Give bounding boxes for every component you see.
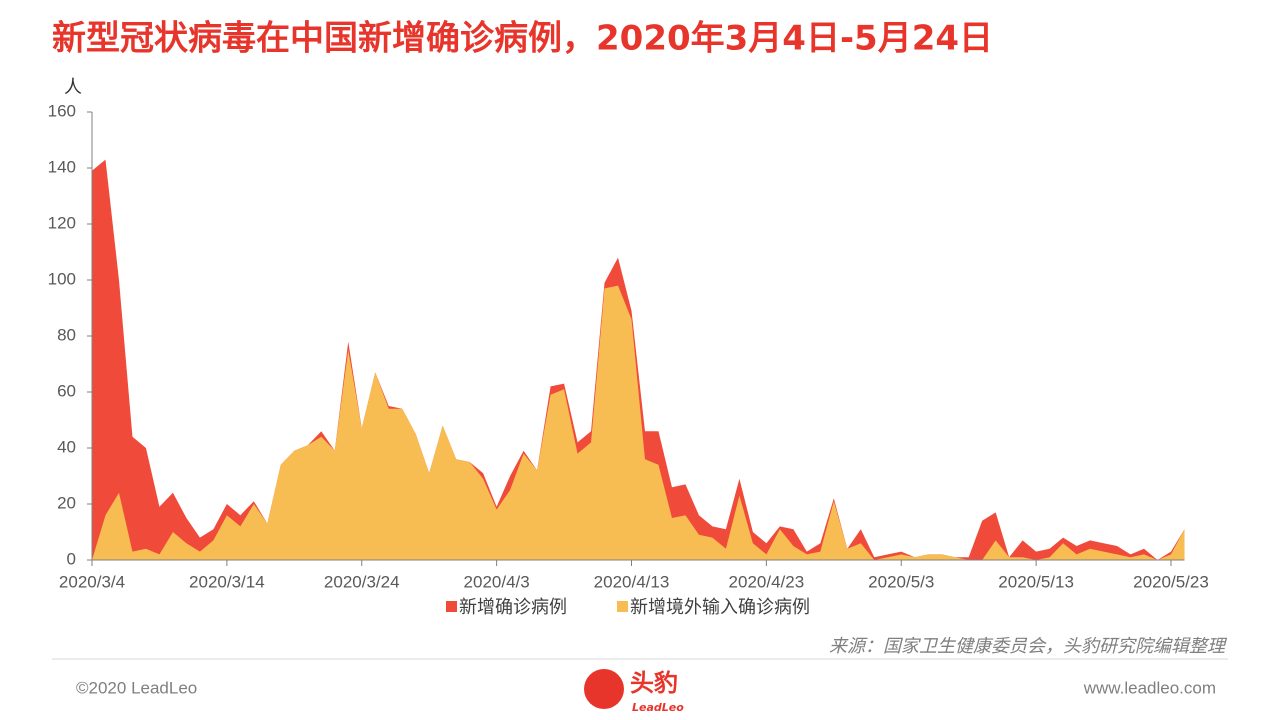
source: 来源：国家卫生健康委员会，头豹研究院编辑整理 xyxy=(829,636,1228,657)
legend-label: 新增确诊病例 xyxy=(459,597,567,618)
y-tick-label: 140 xyxy=(48,157,76,176)
x-tick-label: 2020/4/3 xyxy=(464,572,530,591)
x-tick-label: 2020/4/13 xyxy=(594,572,670,591)
legend-label: 新增境外输入确诊病例 xyxy=(630,597,810,618)
x-tick-label: 2020/4/23 xyxy=(729,572,805,591)
area xyxy=(92,285,1185,560)
y-tick-label: 120 xyxy=(48,213,76,232)
y-tick-label: 20 xyxy=(57,493,76,512)
y-tick-label: 100 xyxy=(48,269,76,288)
y-tick-label: 0 xyxy=(67,549,76,568)
x-tick-label: 2020/3/4 xyxy=(59,572,125,591)
logo-sub: LeadLeo xyxy=(632,701,684,714)
copyright: ©2020 LeadLeo xyxy=(76,678,197,697)
legend-swatch xyxy=(617,601,628,612)
y-tick-label: 160 xyxy=(48,101,76,120)
website: www.leadleo.com xyxy=(1083,678,1216,697)
y-tick-label: 80 xyxy=(57,325,76,344)
x-tick-label: 2020/5/3 xyxy=(868,572,934,591)
legend-swatch xyxy=(446,601,457,612)
y-tick-label: 60 xyxy=(57,381,76,400)
x-tick-label: 2020/3/14 xyxy=(189,572,265,591)
x-tick-label: 2020/5/13 xyxy=(998,572,1074,591)
logo: 头豹 xyxy=(630,669,678,697)
x-tick-label: 2020/3/24 xyxy=(324,572,400,591)
y-tick-label: 40 xyxy=(57,437,76,456)
y-axis-label: 人 xyxy=(64,77,82,98)
x-tick-label: 2020/5/23 xyxy=(1133,572,1209,591)
logo-icon xyxy=(584,669,624,709)
chart-title: 新型冠状病毒在中国新增确诊病例，2020年3月4日-5月24日 xyxy=(52,19,993,59)
